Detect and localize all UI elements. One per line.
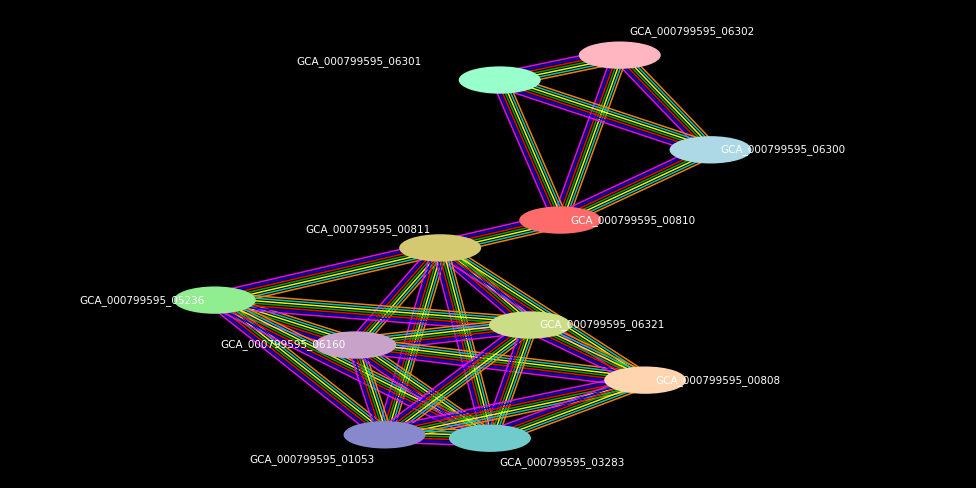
- Text: GCA_000799595_06321: GCA_000799595_06321: [540, 320, 665, 330]
- Ellipse shape: [519, 206, 601, 234]
- Ellipse shape: [314, 331, 396, 359]
- Ellipse shape: [489, 311, 571, 339]
- Ellipse shape: [604, 366, 686, 394]
- Ellipse shape: [399, 234, 481, 262]
- Text: GCA_000799595_01053: GCA_000799595_01053: [250, 454, 375, 465]
- Text: GCA_000799595_06300: GCA_000799595_06300: [720, 144, 845, 155]
- Text: GCA_000799595_06302: GCA_000799595_06302: [630, 26, 754, 37]
- Text: GCA_000799595_00811: GCA_000799595_00811: [305, 224, 430, 235]
- Ellipse shape: [344, 421, 426, 448]
- Ellipse shape: [174, 286, 256, 314]
- Text: GCA_000799595_06301: GCA_000799595_06301: [297, 56, 422, 67]
- Text: GCA_000799595_05236: GCA_000799595_05236: [80, 295, 205, 305]
- Text: GCA_000799595_03283: GCA_000799595_03283: [500, 457, 625, 468]
- Ellipse shape: [459, 66, 541, 94]
- Text: GCA_000799595_00810: GCA_000799595_00810: [570, 215, 695, 225]
- Ellipse shape: [670, 136, 752, 163]
- Text: GCA_000799595_00808: GCA_000799595_00808: [655, 375, 780, 386]
- Text: GCA_000799595_06160: GCA_000799595_06160: [221, 340, 346, 350]
- Ellipse shape: [579, 41, 661, 69]
- Ellipse shape: [449, 425, 531, 452]
